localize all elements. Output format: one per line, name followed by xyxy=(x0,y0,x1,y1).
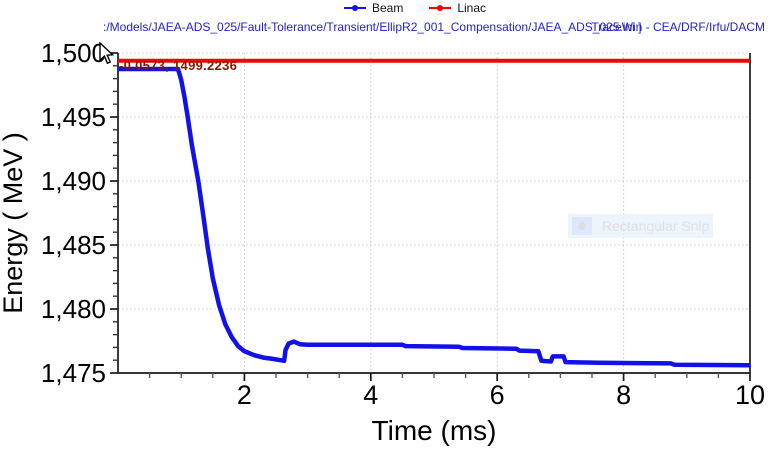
mouse-cursor-icon xyxy=(99,42,115,65)
cursor-coordinates-tooltip: -0.0573, 1499.2236 xyxy=(119,58,238,73)
chart-legend: Beam Linac xyxy=(0,0,770,16)
linac-line-marker-icon xyxy=(429,4,452,12)
series-beam-line xyxy=(118,66,751,368)
app-title: TraceWin - CEA/DRF/Irfu/DACM xyxy=(591,20,765,34)
x-tick-label: 4 xyxy=(363,380,378,410)
y-tick-label: 1,490 xyxy=(41,166,106,196)
beam-line-marker-icon xyxy=(343,4,366,12)
legend-label-beam: Beam xyxy=(371,1,404,15)
header-line: :/Models/JAEA-ADS_025/Fault-Tolerance/Tr… xyxy=(0,20,770,36)
snip-mode-icon xyxy=(572,217,592,235)
legend-item-beam[interactable]: Beam xyxy=(343,1,404,15)
y-tick-label: 1,475 xyxy=(41,358,106,388)
config-file-path: :/Models/JAEA-ADS_025/Fault-Tolerance/Tr… xyxy=(103,20,642,34)
y-tick-label: 1,485 xyxy=(41,230,106,260)
y-axis-title: Energy ( MeV ) xyxy=(0,132,28,314)
x-tick-label: 8 xyxy=(616,380,631,410)
x-tick-label: 2 xyxy=(237,380,252,410)
legend-item-linac[interactable]: Linac xyxy=(429,1,486,15)
y-tick-label: 1,500 xyxy=(41,38,106,68)
x-axis-title: Time (ms) xyxy=(372,415,497,446)
snip-mode-label: Rectangular Snip xyxy=(602,218,710,234)
x-tick-label: 6 xyxy=(490,380,505,410)
legend-label-linac: Linac xyxy=(457,1,487,15)
y-tick-label: 1,495 xyxy=(41,102,106,132)
x-tick-label: 10 xyxy=(735,380,765,410)
rectangular-snip-overlay[interactable]: Rectangular Snip xyxy=(568,214,713,238)
y-tick-label: 1,480 xyxy=(41,294,106,324)
